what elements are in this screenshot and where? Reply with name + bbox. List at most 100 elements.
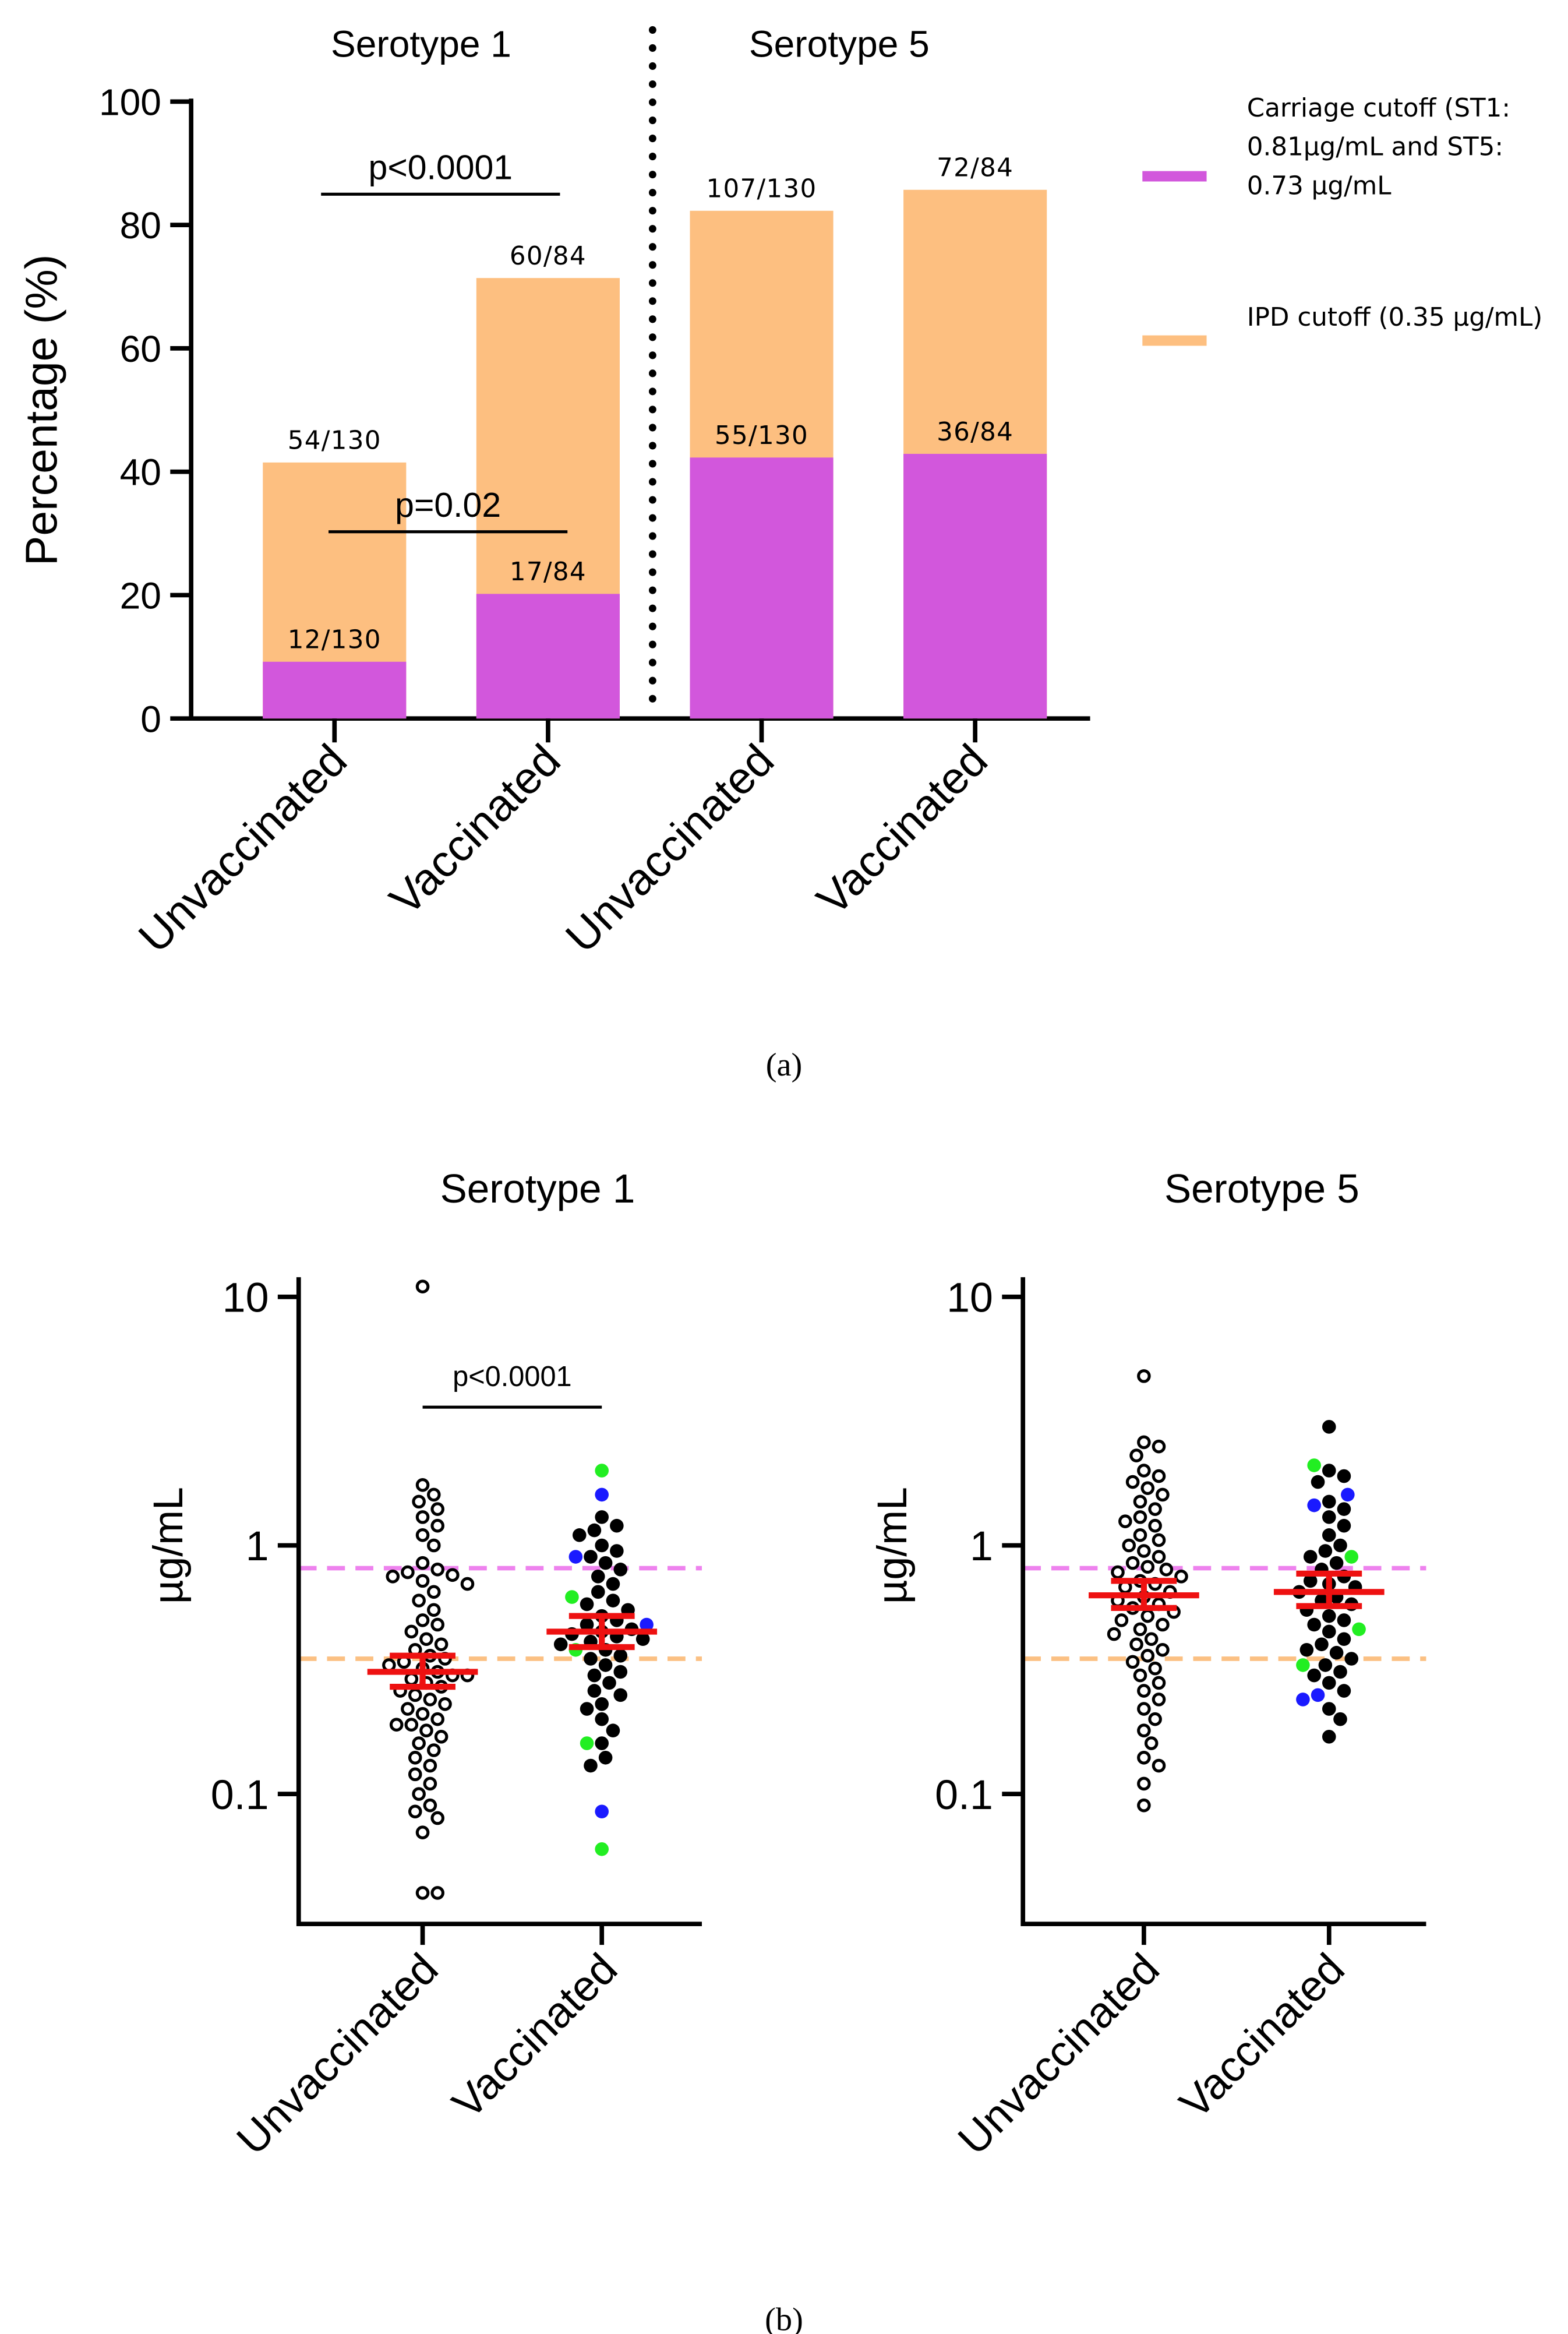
data-point [1148, 1502, 1162, 1516]
data-point [1311, 1475, 1325, 1489]
data-point [1296, 1658, 1310, 1672]
y-tick-label: 0 [140, 698, 161, 740]
panel-label: (b) [765, 2302, 803, 2334]
data-point [587, 1668, 602, 1683]
data-point [1322, 1510, 1336, 1524]
data-point [415, 1510, 430, 1524]
data-point [412, 1736, 426, 1750]
data-point [415, 1478, 430, 1492]
data-point [640, 1617, 654, 1632]
data-point [580, 1597, 594, 1612]
data-point [1156, 1617, 1170, 1632]
bar [690, 457, 834, 719]
data-point [426, 1585, 441, 1599]
data-point [1322, 1624, 1336, 1639]
data-point [595, 1842, 609, 1856]
data-point [606, 1723, 620, 1738]
data-point [595, 1804, 609, 1819]
legend-entry: Carriage cutoff (ST1: 0.81µg/mL and ST5:… [1247, 94, 1510, 202]
data-point [415, 1279, 430, 1293]
data-point [1337, 1502, 1351, 1516]
y-tick-label: 100 [99, 81, 161, 123]
data-point [595, 1510, 609, 1524]
data-point [1337, 1613, 1351, 1627]
data-label: 60/84 [510, 242, 587, 271]
data-point [1133, 1668, 1147, 1683]
data-point [408, 1688, 422, 1702]
data-label: 17/84 [510, 558, 587, 587]
data-point [415, 1613, 430, 1627]
data-point [1152, 1550, 1166, 1564]
data-point [1337, 1518, 1351, 1533]
data-point [1107, 1627, 1121, 1641]
data-point [430, 1886, 444, 1900]
data-point [1307, 1458, 1321, 1472]
x-tick-label: Vaccinated [380, 735, 570, 925]
data-point [1137, 1723, 1151, 1738]
data-point [1341, 1487, 1355, 1502]
data-point [1311, 1688, 1325, 1702]
data-point [602, 1676, 616, 1690]
data-point [613, 1649, 628, 1663]
data-point [572, 1528, 587, 1542]
data-point [1144, 1736, 1159, 1750]
data-point [1137, 1464, 1151, 1478]
data-point [1174, 1570, 1188, 1584]
y-axis-label: µg/mL [869, 1487, 916, 1604]
data-point [423, 1776, 437, 1791]
y-tick-label: 80 [120, 205, 161, 246]
data-point [415, 1556, 430, 1570]
data-point [635, 1632, 650, 1647]
data-point [1329, 1556, 1344, 1570]
data-point [598, 1750, 613, 1765]
data-point [580, 1736, 594, 1750]
data-point [1152, 1439, 1166, 1454]
data-point [415, 1707, 430, 1721]
data-point [1307, 1498, 1321, 1512]
chart-title: Serotype 1 [440, 1166, 635, 1211]
data-point [1337, 1469, 1351, 1483]
data-point [1322, 1528, 1336, 1542]
data-point [1303, 1550, 1318, 1564]
data-point [460, 1577, 475, 1591]
x-tick-label: Vaccinated [807, 735, 997, 925]
x-tick-label: Unvaccinated [129, 735, 356, 962]
data-point [1152, 1758, 1166, 1773]
data-point [1322, 1730, 1336, 1744]
data-point [595, 1487, 609, 1502]
data-point [1307, 1668, 1321, 1683]
data-point [419, 1723, 433, 1738]
data-point [1122, 1538, 1136, 1553]
x-tick-label: Vaccinated [1170, 1944, 1354, 2128]
data-point [404, 1672, 419, 1686]
data-point [584, 1758, 598, 1773]
data-point [613, 1665, 628, 1679]
data-point [426, 1743, 441, 1757]
data-point [1156, 1642, 1170, 1657]
data-point [1133, 1510, 1147, 1524]
y-axis-label: µg/mL [145, 1487, 192, 1604]
data-point [426, 1603, 441, 1617]
data-point [404, 1624, 419, 1639]
data-point [1322, 1702, 1336, 1716]
data-point [580, 1702, 594, 1716]
data-point [1133, 1528, 1147, 1542]
y-tick-label: 10 [223, 1275, 269, 1321]
data-point [1125, 1475, 1140, 1489]
data-point [1315, 1637, 1329, 1652]
data-point [1352, 1622, 1366, 1637]
data-point [1152, 1533, 1166, 1547]
data-point [1148, 1661, 1162, 1676]
data-point [1322, 1494, 1336, 1509]
data-point [408, 1767, 422, 1782]
chart-title: Serotype 5 [1164, 1166, 1359, 1211]
y-tick-label: 1 [970, 1523, 993, 1570]
data-point [610, 1518, 624, 1533]
legend-entry: IPD cutoff (0.35 µg/mL) [1247, 303, 1543, 333]
x-tick-label: Unvaccinated [556, 735, 783, 962]
data-point [595, 1697, 609, 1711]
data-point [1140, 1609, 1155, 1623]
data-point [1144, 1632, 1159, 1647]
data-point [1129, 1448, 1143, 1462]
